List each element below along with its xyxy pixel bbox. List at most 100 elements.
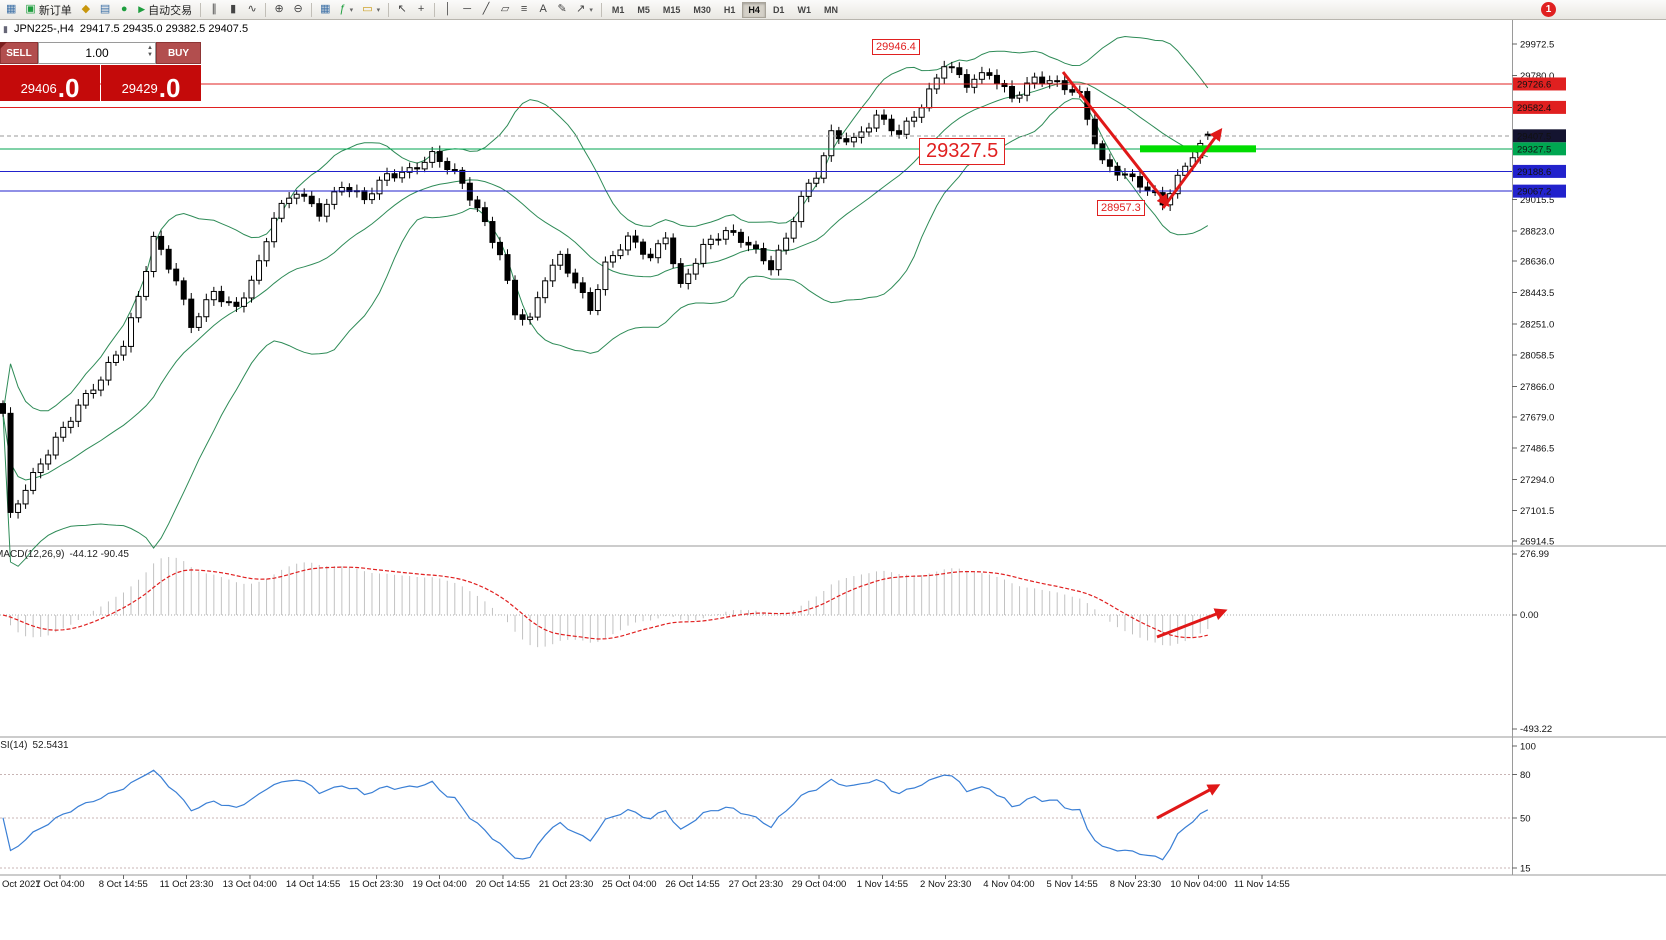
horizontal-line-button[interactable]: ─	[458, 1, 476, 19]
svg-text:29188.6: 29188.6	[1517, 167, 1551, 178]
tab-timeframe-w1[interactable]: W1	[791, 2, 817, 18]
svg-text:28058.5: 28058.5	[1520, 351, 1554, 362]
collapse-handle-icon[interactable]	[0, 42, 7, 49]
tab-timeframe-mn[interactable]: MN	[818, 2, 844, 18]
trend-arrows[interactable]	[1061, 71, 1228, 820]
volume-down-icon[interactable]: ▼	[147, 52, 153, 59]
svg-text:-493.22: -493.22	[1520, 724, 1552, 735]
market-watch-icon: ◆	[81, 3, 91, 15]
svg-text:11 Oct 23:30: 11 Oct 23:30	[160, 879, 214, 890]
tile-windows-button[interactable]: ▦	[316, 1, 334, 19]
data-window-icon: ▤	[99, 3, 111, 15]
tile-windows-icon: ▦	[320, 3, 331, 15]
fibonacci-button[interactable]: ≡	[515, 1, 533, 19]
toolbar-separator	[388, 2, 390, 17]
price-axis[interactable]: 29972.5 29780.0 29015.5 28823.0 28636.0 28443…	[1512, 40, 1566, 548]
svg-text:8 Nov 23:30: 8 Nov 23:30	[1110, 879, 1161, 890]
cursor-button[interactable]: ↖	[393, 1, 411, 19]
volume-stepper[interactable]: 1.00 ▲ ▼	[38, 42, 156, 64]
svg-text:20 Oct 14:55: 20 Oct 14:55	[476, 879, 530, 890]
toolbar-separator	[600, 2, 602, 17]
crosshair-button[interactable]: +	[412, 1, 430, 19]
vertical-line-button[interactable]: │	[439, 1, 457, 19]
svg-text:27866.0: 27866.0	[1520, 382, 1554, 393]
toolbar-separator	[311, 2, 313, 17]
bar-chart-button[interactable]: ∥	[205, 1, 223, 19]
cursor-icon: ↖	[397, 3, 407, 15]
horizontal-line-icon: ─	[463, 3, 471, 15]
auto-trading-button[interactable]: ▶ 自动交易	[134, 1, 196, 19]
tab-timeframe-d1[interactable]: D1	[767, 2, 791, 18]
candlestick-chart-button[interactable]: ▮	[224, 1, 242, 19]
svg-text:80: 80	[1520, 770, 1531, 781]
svg-text:29067.2: 29067.2	[1517, 187, 1551, 198]
trendline-button[interactable]: ╱	[477, 1, 495, 19]
tab-timeframe-h1[interactable]: H1	[718, 2, 742, 18]
annotation-peak-price[interactable]: 29946.4	[872, 39, 920, 55]
macd-pane: 276.99 0.00 -493.22	[0, 549, 1552, 735]
chevron-down-icon: ▾	[376, 6, 381, 14]
highlight-zone[interactable]	[1140, 145, 1256, 153]
svg-text:29015.5: 29015.5	[1520, 195, 1554, 206]
line-chart-button[interactable]: ∿	[243, 1, 261, 19]
volume-value[interactable]: 1.00	[85, 46, 109, 60]
templates-icon: ▭	[362, 3, 373, 15]
annotation-support-price[interactable]: 29327.5	[919, 138, 1006, 165]
indicators-icon: ƒ	[339, 3, 346, 15]
volume-up-icon[interactable]: ▲	[147, 45, 153, 51]
label-tool-button[interactable]: ✎	[553, 1, 571, 19]
zoom-out-button[interactable]: ⊖	[289, 1, 307, 19]
new-chart-button[interactable]: ▦	[2, 1, 20, 19]
one-click-trading-panel: SELL 1.00 ▲ ▼ BUY 29406.0 29429.0	[0, 42, 201, 101]
notifications-badge[interactable]: 1	[1541, 2, 1556, 17]
svg-text:27101.5: 27101.5	[1520, 506, 1554, 517]
svg-text:29780.0: 29780.0	[1520, 71, 1554, 82]
svg-text:29726.6: 29726.6	[1517, 79, 1551, 90]
svg-text:2 Nov 23:30: 2 Nov 23:30	[920, 879, 971, 890]
market-watch-button[interactable]: ◆	[77, 1, 95, 19]
sell-price[interactable]: 29406.0	[0, 65, 100, 101]
text-tool-button[interactable]: A	[534, 1, 552, 19]
zoom-in-button[interactable]: ⊕	[270, 1, 288, 19]
new-order-label: 新订单	[38, 4, 72, 17]
svg-text:27679.0: 27679.0	[1520, 412, 1554, 423]
annotation-low-price[interactable]: 28957.3	[1097, 200, 1145, 216]
candles	[0, 60, 1211, 519]
new-order-icon: ▣	[25, 3, 36, 15]
auto-trading-label: 自动交易	[148, 4, 193, 17]
bar-chart-icon: ∥	[211, 3, 217, 15]
chart-ohlc-values: 29417.5 29435.0 29382.5 29407.5	[79, 23, 249, 35]
level-lines[interactable]	[0, 83, 1512, 192]
svg-text:50: 50	[1520, 813, 1531, 824]
data-window-button[interactable]: ▤	[96, 1, 114, 19]
indicators-button[interactable]: ƒ ▾	[336, 1, 358, 19]
vertical-line-icon: │	[444, 3, 452, 15]
svg-text:29 Oct 04:00: 29 Oct 04:00	[792, 879, 846, 890]
zoom-out-icon: ⊖	[293, 3, 303, 15]
navigator-button[interactable]: ●	[115, 1, 133, 19]
tab-timeframe-h4[interactable]: H4	[742, 1, 766, 18]
buy-price[interactable]: 29429.0	[101, 65, 201, 101]
sell-button[interactable]: SELL	[0, 42, 38, 64]
svg-text:8 Oct 14:55: 8 Oct 14:55	[99, 879, 148, 890]
sell-price-main: 29406	[20, 81, 57, 96]
sell-price-big: .0	[57, 72, 80, 103]
channel-button[interactable]: ▱	[496, 1, 514, 19]
svg-text:26 Oct 14:55: 26 Oct 14:55	[665, 879, 719, 890]
arrow-tools-button[interactable]: ↗ ▾	[572, 1, 597, 19]
svg-text:276.99: 276.99	[1520, 549, 1549, 560]
chart-symbol-period: JPN225-,H4	[13, 23, 74, 35]
svg-text:29327.5: 29327.5	[1517, 144, 1551, 155]
tab-timeframe-m30[interactable]: M30	[687, 2, 717, 18]
new-order-button[interactable]: ▣ 新订单	[21, 1, 75, 19]
tab-timeframe-m15[interactable]: M15	[657, 2, 687, 18]
templates-button[interactable]: ▭ ▾	[358, 1, 384, 19]
buy-button[interactable]: BUY	[156, 42, 201, 64]
svg-text:7 Oct 04:00: 7 Oct 04:00	[35, 879, 84, 890]
tab-timeframe-m1[interactable]: M1	[606, 2, 631, 18]
tab-timeframe-m5[interactable]: M5	[631, 2, 656, 18]
rsi-indicator-label: RSI(14) 52.5431	[0, 740, 74, 751]
